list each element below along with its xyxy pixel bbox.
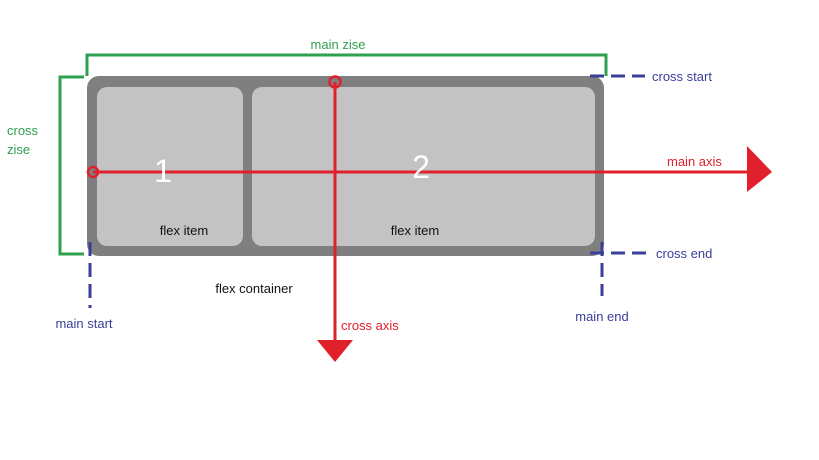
main-axis-origin xyxy=(86,165,100,179)
cross-size-label-line2: zise xyxy=(7,142,30,157)
main-size-label: main zise xyxy=(311,37,366,52)
flex-item-2-box xyxy=(252,87,595,246)
main-size-bracket xyxy=(85,53,608,76)
flex-item-1-label: flex item xyxy=(160,223,208,238)
cross-end-label: cross end xyxy=(656,246,712,261)
main-start-label: main start xyxy=(55,316,112,331)
cross-size-label-line1: cross xyxy=(7,123,39,138)
main-axis-label: main axis xyxy=(667,154,722,169)
cross-size-bracket xyxy=(58,75,84,256)
cross-axis-arrowhead xyxy=(317,340,353,362)
main-end-label: main end xyxy=(575,309,628,324)
flex-item-2-label: flex item xyxy=(391,223,439,238)
flex-item-1-box xyxy=(97,87,243,246)
cross-start-label: cross start xyxy=(652,69,712,84)
flex-item-1-number: 1 xyxy=(154,153,172,189)
cross-axis-label: cross axis xyxy=(341,318,399,333)
cross-axis-origin xyxy=(328,75,342,89)
flex-container-label: flex container xyxy=(215,281,293,296)
flex-item-2-number: 2 xyxy=(412,149,430,185)
main-axis-arrowhead xyxy=(747,146,772,192)
